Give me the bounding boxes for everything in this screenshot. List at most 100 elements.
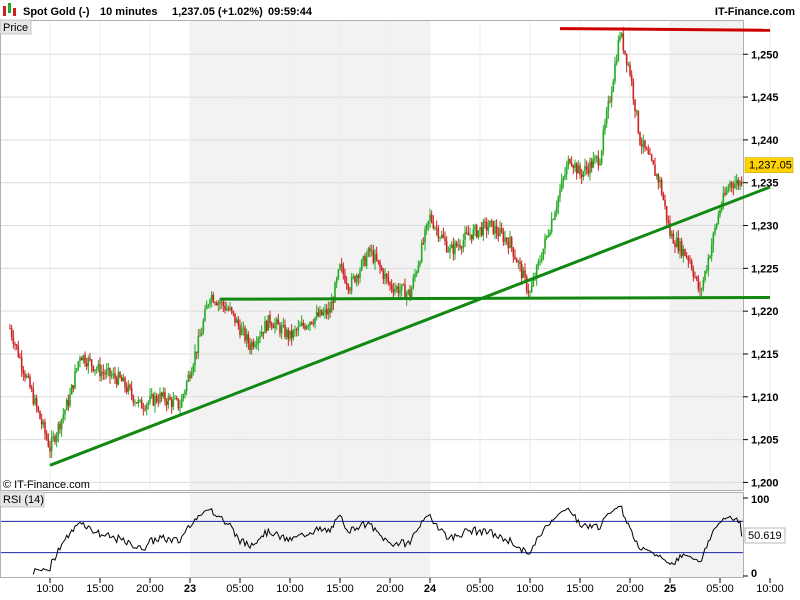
candle-body — [322, 312, 325, 315]
candle-body — [409, 289, 411, 297]
candle-body — [664, 199, 666, 207]
candle-body — [447, 251, 450, 253]
candle-body — [740, 181, 743, 185]
candle-body — [525, 276, 528, 291]
candle-body — [429, 214, 431, 222]
candle-body — [245, 334, 248, 341]
candle-body — [469, 234, 471, 236]
candle-body — [155, 395, 158, 402]
candle-body — [94, 369, 96, 372]
candle-body — [242, 327, 245, 329]
brand-label: IT-Finance.com — [715, 6, 795, 18]
candle-body — [15, 344, 18, 347]
candle-body — [629, 64, 631, 75]
candle-body — [207, 304, 210, 306]
x-tick-label: 10:00 — [36, 583, 64, 595]
candle-body — [697, 278, 700, 290]
candle-body — [55, 434, 58, 442]
candle-body — [167, 397, 170, 405]
candle-body — [479, 227, 481, 231]
x-tick-label: 20:00 — [616, 583, 644, 595]
candle-body — [484, 221, 486, 223]
candle-body — [217, 302, 220, 306]
header-time: 09:59:44 — [268, 6, 313, 18]
candle-body — [212, 295, 215, 303]
candle-body — [360, 260, 363, 271]
candle-body — [644, 140, 646, 148]
candle-body — [514, 256, 516, 260]
candle-body — [370, 250, 373, 252]
candle-body — [634, 99, 636, 112]
candle-body — [355, 275, 358, 283]
candle-body — [705, 270, 708, 272]
trendline-0[interactable] — [559, 27, 771, 32]
candle-body — [722, 193, 725, 206]
price-tick-label: 1,220 — [751, 306, 779, 318]
candle-body — [109, 367, 111, 377]
candle-body — [704, 271, 706, 280]
candle-body — [340, 264, 343, 267]
candle-body — [587, 168, 590, 174]
candle-body — [724, 193, 726, 195]
x-tick-label: 25 — [664, 583, 676, 595]
trendline-1[interactable] — [219, 295, 771, 301]
candle-body — [254, 344, 256, 347]
session-shade-rsi — [670, 493, 743, 577]
candle-body — [89, 357, 91, 360]
candle-body — [435, 227, 438, 229]
candle-body — [454, 242, 456, 254]
candle-body — [202, 320, 205, 333]
candle-body — [522, 270, 525, 279]
candle-body — [582, 171, 585, 177]
candle-body — [160, 392, 163, 397]
candle-body — [449, 247, 451, 252]
candle-body — [240, 328, 243, 335]
last-price-marker: 1,237.05 — [744, 157, 794, 173]
candle-body — [9, 328, 11, 330]
candle-body — [495, 226, 498, 234]
price-tick-label: 1,245 — [751, 92, 779, 104]
candle-body — [585, 166, 588, 169]
candle-body — [147, 401, 150, 405]
candle-body — [432, 221, 435, 229]
candle-body — [437, 228, 440, 238]
candle-body — [609, 101, 611, 102]
candle-body — [554, 212, 556, 220]
candle-body — [542, 248, 545, 260]
candle-body — [569, 159, 571, 163]
candle-body — [444, 237, 446, 241]
price-tick-label: 1,235 — [751, 178, 779, 190]
candle-body — [397, 286, 400, 294]
candle-body — [505, 237, 508, 242]
candle-body — [510, 237, 513, 248]
candle-body — [422, 242, 425, 244]
candle-body — [50, 437, 53, 452]
candle-body — [657, 174, 660, 183]
candle-body — [647, 149, 650, 155]
x-tick-label: 10:00 — [516, 583, 544, 595]
candle-body — [294, 329, 296, 331]
candle-body — [420, 242, 423, 262]
candle-body — [635, 110, 638, 112]
candle-body — [512, 247, 515, 257]
candle-body — [149, 395, 151, 402]
candle-body — [455, 242, 458, 247]
candle-body — [24, 373, 26, 378]
candle-body — [607, 101, 610, 112]
candle-body — [472, 228, 475, 240]
rsi-panel-label: RSI (14) — [3, 494, 44, 506]
candle-body — [720, 205, 723, 211]
candle-body — [412, 277, 415, 288]
candle-body — [10, 328, 13, 337]
x-tick-label: 10:00 — [756, 583, 784, 595]
candle-body — [339, 264, 341, 270]
candle-body — [362, 256, 365, 261]
candle-body — [225, 308, 228, 311]
candle-body — [465, 232, 468, 234]
candle-body — [289, 330, 291, 339]
trendline-2[interactable] — [49, 185, 771, 467]
candle-body — [400, 284, 403, 291]
price-tick-label: 1,250 — [751, 49, 779, 61]
